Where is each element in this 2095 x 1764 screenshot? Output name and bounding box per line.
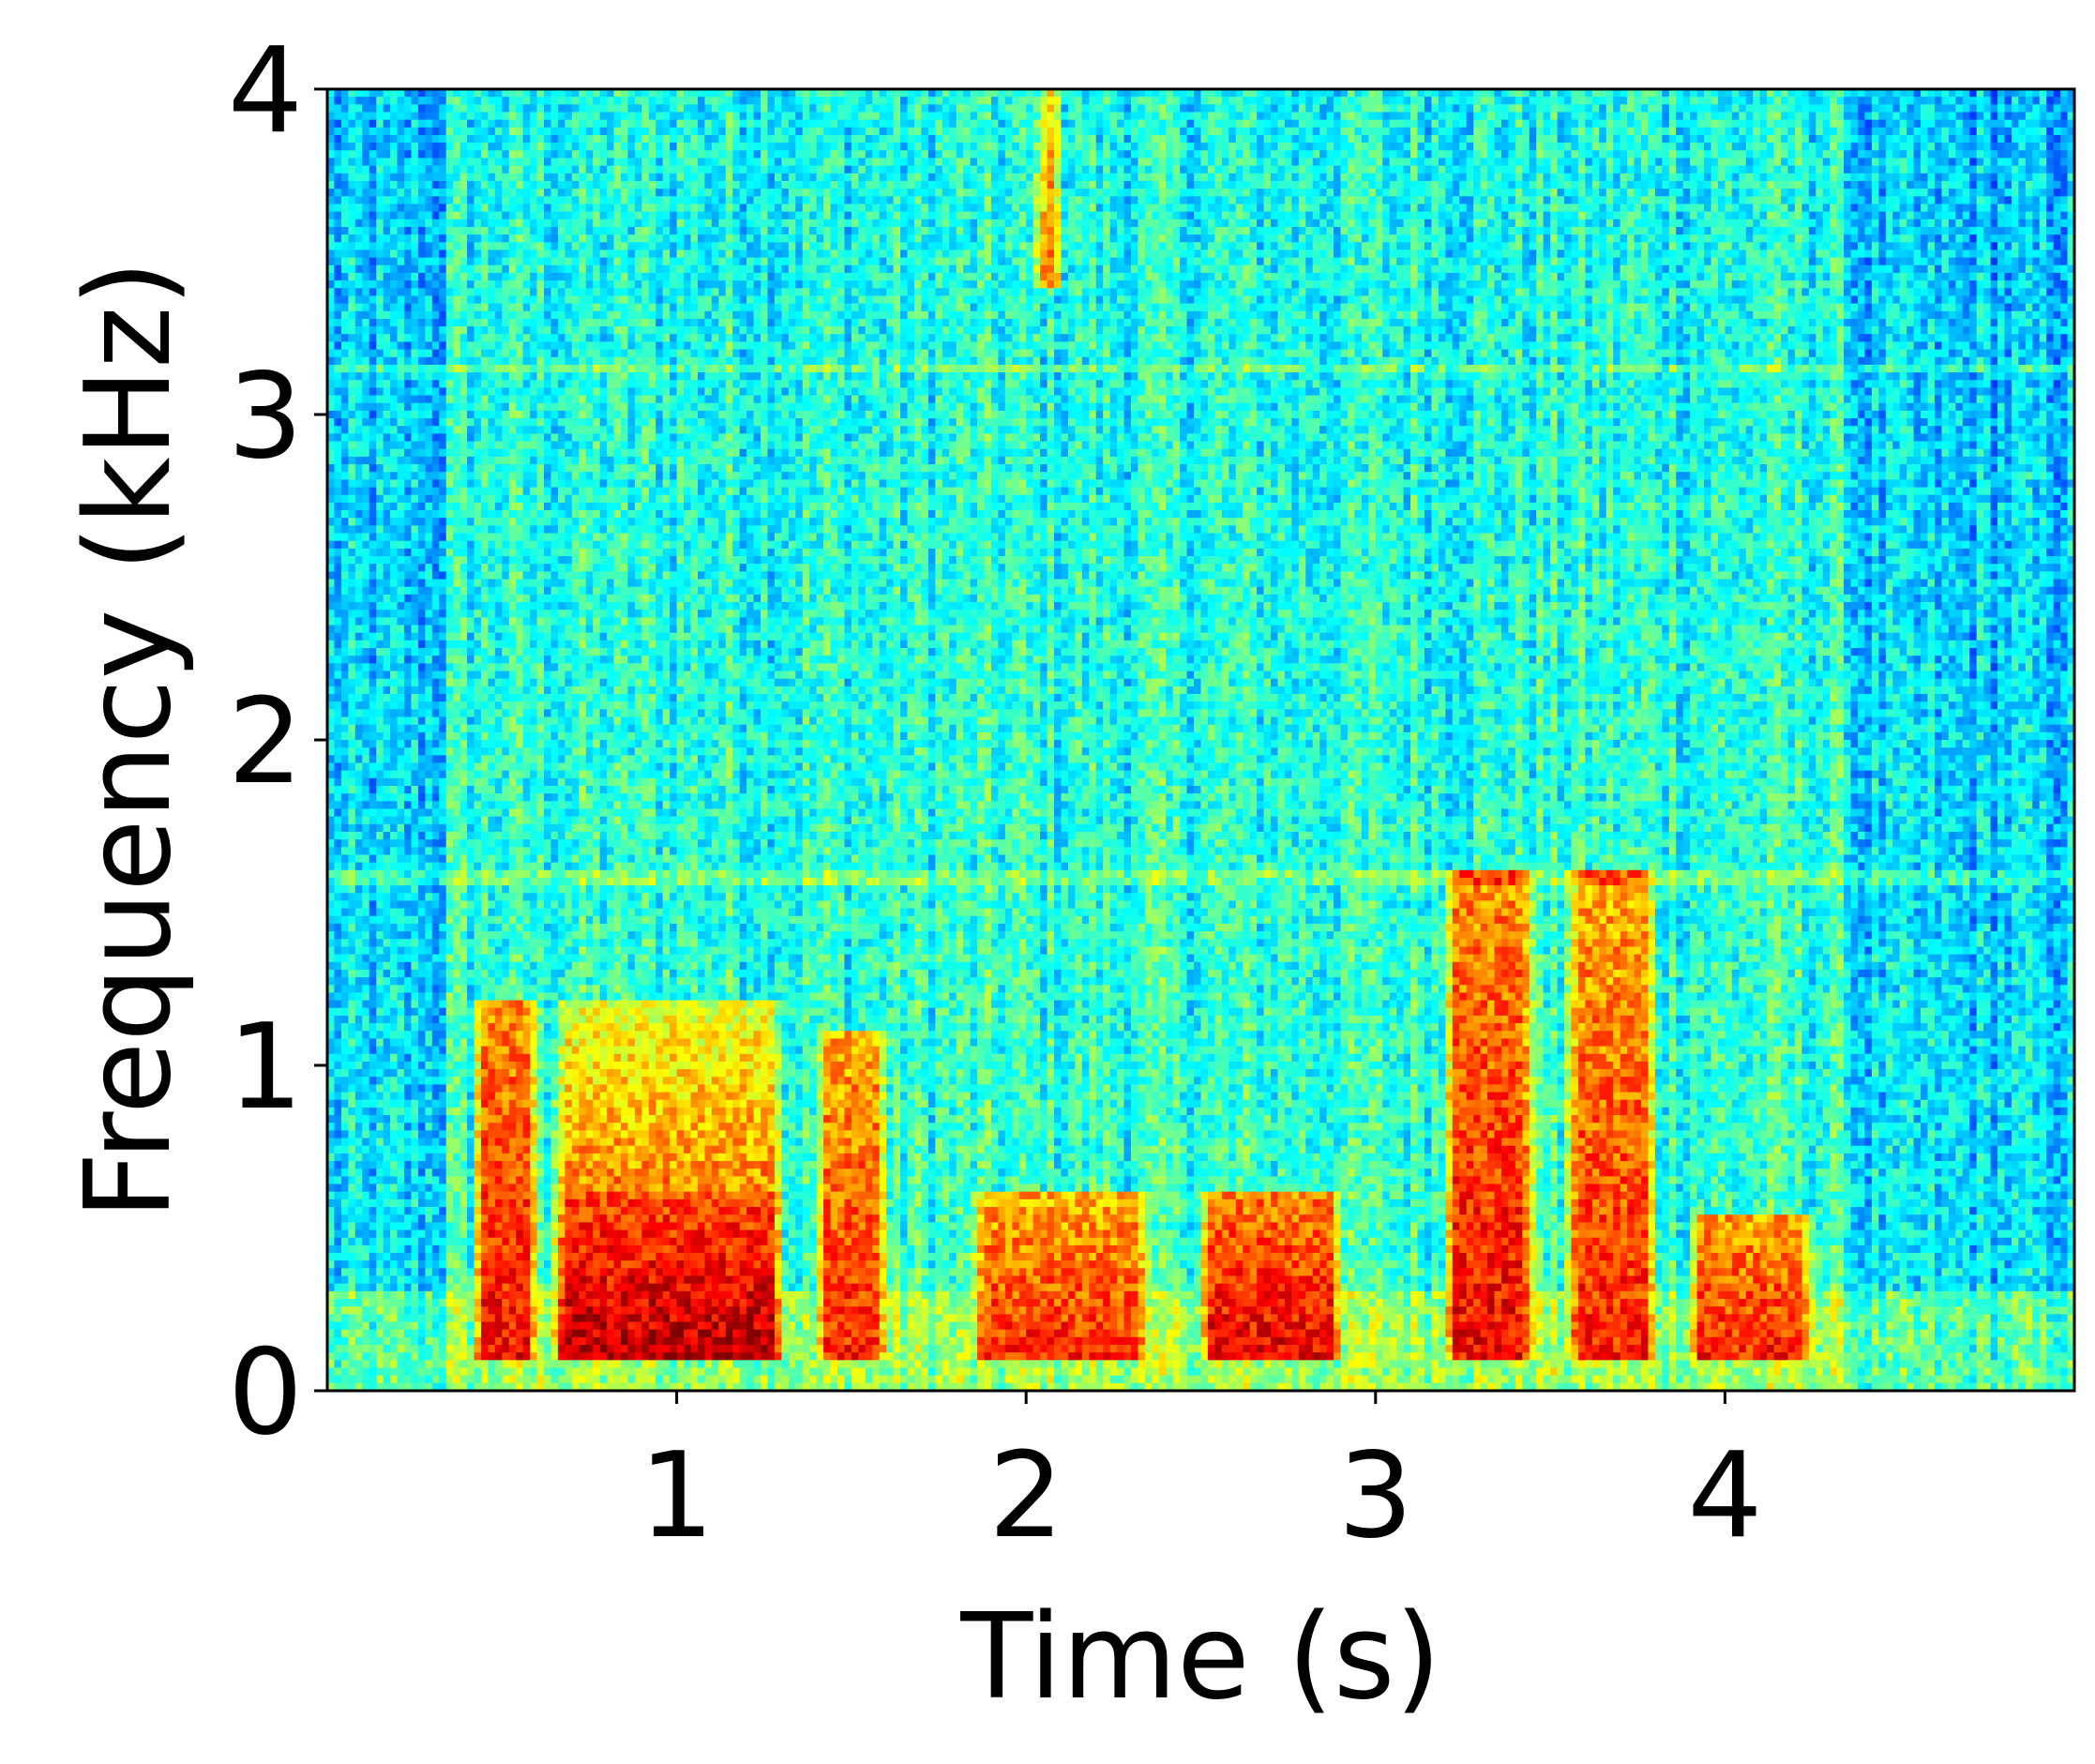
y-axis-title: Frequency (kHz)	[59, 260, 197, 1219]
y-tick-label: 3	[228, 347, 303, 485]
x-tick-label: 1	[640, 1426, 715, 1564]
x-axis-ticks: 1 2 3 4	[640, 1391, 1763, 1564]
y-tick-label: 1	[228, 998, 303, 1136]
x-tick-label: 4	[1687, 1426, 1762, 1564]
x-axis-title: Time (s)	[959, 1588, 1440, 1726]
x-tick-label: 2	[988, 1426, 1063, 1564]
spectrogram-heatmap	[327, 89, 2075, 1392]
x-tick-label: 3	[1338, 1426, 1413, 1564]
y-axis-ticks: 0 1 2 3 4	[228, 22, 327, 1461]
y-tick-label: 0	[228, 1323, 303, 1461]
y-tick-label: 4	[228, 22, 303, 159]
y-tick-label: 2	[228, 672, 303, 810]
